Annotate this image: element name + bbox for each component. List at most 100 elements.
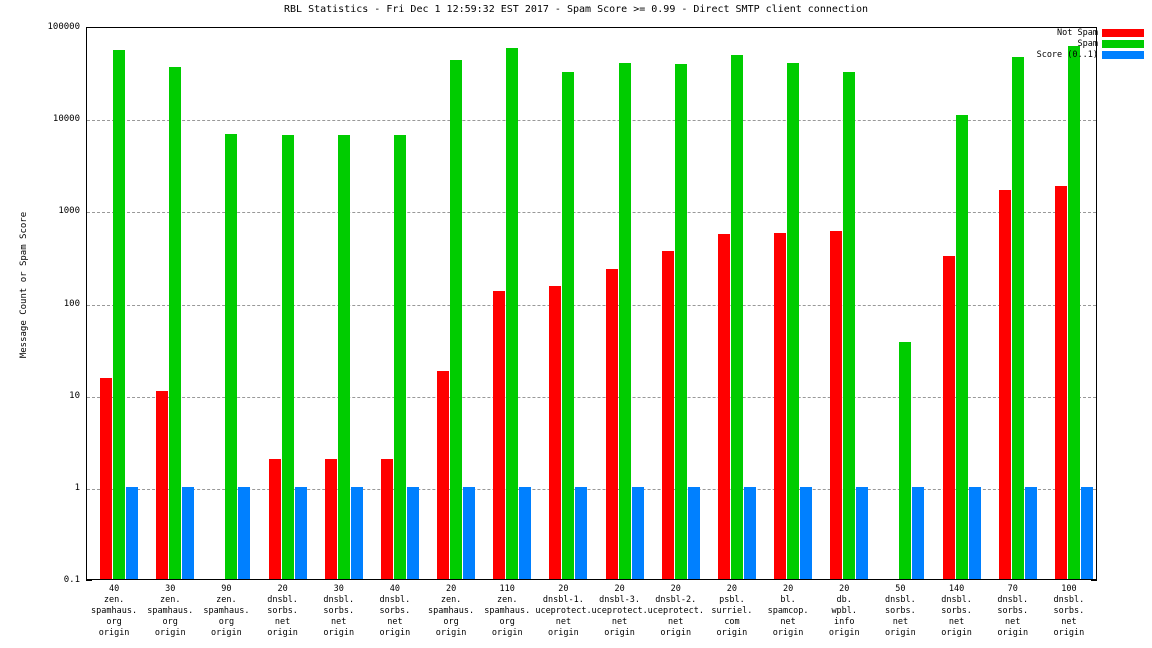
x-label-line: 20 (726, 584, 738, 594)
x-label-line: spamhaus. (484, 606, 531, 616)
x-axis-group-label: 20 dnsbl-2. uceprotect. net origin (648, 584, 704, 639)
x-label-line: dnsbl-3. (599, 595, 641, 605)
bar-spam (393, 135, 406, 579)
bar-score (968, 486, 981, 579)
x-axis-group-label: 20 bl. spamcop. net origin (760, 584, 816, 639)
x-label-line: sorbs. (1053, 606, 1085, 616)
x-axis-group-label: 100 dnsbl. sorbs. net origin (1041, 584, 1097, 639)
x-label-line: net (668, 617, 684, 627)
x-label-line: net (555, 617, 572, 627)
legend-item: Not Spam (1004, 28, 1144, 38)
bar-spam (1067, 46, 1080, 579)
x-label-line: dnsbl. (323, 595, 355, 605)
x-label-line: spamhaus. (203, 606, 250, 616)
bar-score (238, 486, 251, 579)
x-label-line: info (833, 617, 855, 627)
x-label-line: origin (716, 628, 748, 638)
x-label-line: origin (211, 628, 242, 638)
bar-spam (674, 63, 687, 579)
x-label-line: origin (828, 628, 860, 638)
x-label-line: 20 (277, 584, 288, 594)
legend-swatch (1102, 40, 1144, 48)
chart-title: RBL Statistics - Fri Dec 1 12:59:32 EST … (284, 4, 868, 15)
y-tick-label: 100 (63, 298, 80, 309)
x-label-line: origin (885, 628, 916, 638)
x-label-line: zen. (159, 595, 181, 605)
bar-spam (169, 66, 182, 579)
x-label-line: sorbs. (267, 606, 298, 616)
bar-score (743, 486, 756, 579)
gridline (87, 304, 1096, 306)
bar-not-spam (437, 371, 450, 579)
bar-spam (899, 342, 912, 579)
x-label-line: 20 (614, 584, 625, 594)
x-label-line: org (499, 617, 515, 627)
bar-not-spam (774, 232, 787, 579)
x-label-line: dnsbl. (997, 595, 1029, 605)
bar-spam (450, 59, 463, 579)
bar-not-spam (324, 459, 337, 579)
bar-spam (281, 135, 294, 579)
bar-spam (506, 47, 519, 579)
x-axis-group-label: 90 zen. spamhaus. org origin (198, 584, 254, 639)
x-axis-labels: 40 zen. spamhaus. org origin 30 zen. spamhaus. o… (86, 584, 1097, 646)
x-label-line: 90 (221, 584, 232, 594)
x-label-line: uceprotect. (535, 606, 592, 616)
x-label-line: 20 (782, 584, 794, 594)
legend: Not Spam Spam Score (0..1) (1004, 28, 1144, 61)
x-label-line: com (724, 617, 740, 627)
bar-spam (843, 71, 856, 579)
bar-not-spam (493, 290, 506, 579)
bar-not-spam (942, 255, 955, 579)
x-label-line: dnsbl. (885, 595, 916, 605)
x-label-line: wpbl. (831, 606, 858, 616)
x-label-line: 20 (558, 584, 569, 594)
bar-not-spam (380, 459, 393, 579)
bar-not-spam (100, 378, 113, 579)
x-label-line: dnsbl. (379, 595, 411, 605)
bar-score (687, 486, 700, 579)
x-label-line: origin (379, 628, 411, 638)
x-label-line: net (948, 617, 965, 627)
bar-spam (113, 49, 126, 579)
y-axis-label: Message Count or Spam Score (19, 211, 29, 359)
y-tick-label: 1 (74, 482, 80, 493)
x-label-line: uceprotect. (647, 606, 704, 616)
x-label-line: 20 (445, 584, 457, 594)
x-label-line: dnsbl-2. (655, 595, 697, 605)
bar-score (631, 486, 644, 579)
x-label-line: zen. (496, 595, 518, 605)
gridline (87, 488, 1096, 490)
bar-score (800, 486, 813, 579)
bar-spam (337, 135, 350, 579)
bar-not-spam (1054, 185, 1067, 579)
bar-score (126, 486, 139, 579)
x-label-line: 20 (670, 584, 681, 594)
x-label-line: origin (941, 628, 972, 638)
x-axis-group-label: 70 dnsbl. sorbs. net origin (985, 584, 1041, 639)
x-label-line: 50 (895, 584, 906, 594)
x-label-line: zen. (440, 595, 462, 605)
y-tick-mark (86, 580, 92, 581)
x-label-line: 140 (948, 584, 965, 594)
x-label-line: org (218, 617, 235, 627)
bar-score (856, 486, 869, 579)
y-tick-label: 10000 (52, 114, 80, 125)
bar-score (350, 486, 363, 579)
x-label-line: sorbs. (997, 606, 1029, 616)
bar-score (294, 486, 307, 579)
x-label-line: 100 (1061, 584, 1077, 594)
bar-spam (562, 71, 575, 579)
bar-score (406, 486, 419, 579)
x-label-line: sorbs. (379, 606, 411, 616)
bar-not-spam (830, 230, 843, 579)
bar-not-spam (998, 190, 1011, 579)
x-label-line: sorbs. (885, 606, 916, 616)
x-label-line: zen. (103, 595, 125, 605)
gridline (87, 212, 1096, 214)
x-label-line: origin (604, 628, 635, 638)
bar-not-spam (661, 251, 674, 579)
x-label-line: 20 (839, 584, 850, 594)
x-axis-group-label: 30 zen. spamhaus. org origin (142, 584, 198, 639)
